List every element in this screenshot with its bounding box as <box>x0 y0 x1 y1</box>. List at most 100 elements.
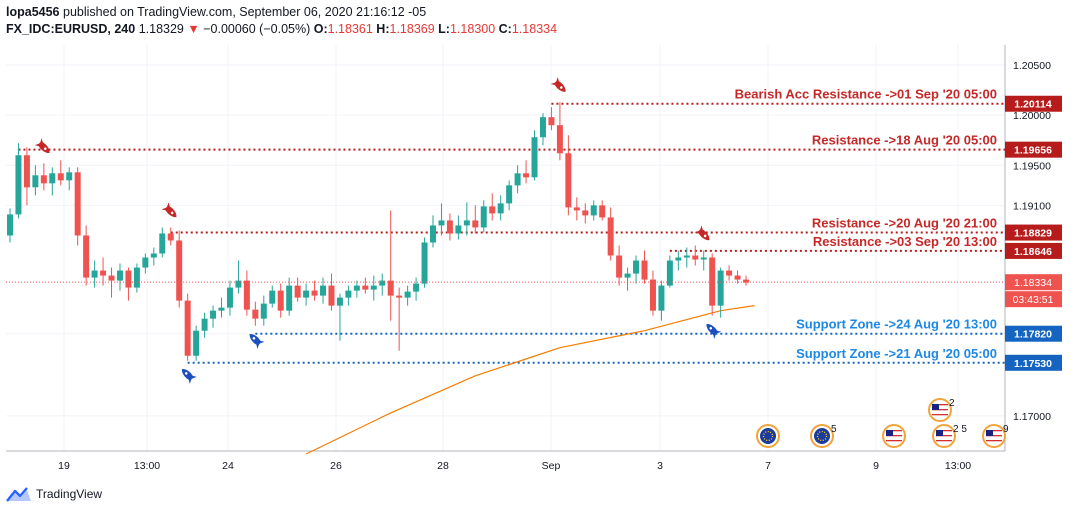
y-tick-label: 1.19500 <box>1013 160 1051 172</box>
candle-body <box>277 290 284 311</box>
candle-body <box>193 330 200 356</box>
candle-body <box>641 260 648 280</box>
candle-body <box>404 291 411 298</box>
tradingview-logo-icon[interactable] <box>6 486 32 502</box>
candle-body <box>438 220 445 226</box>
publisher-name[interactable]: lopa5456 <box>6 5 60 19</box>
x-tick-label: 13:00 <box>945 460 971 472</box>
resistance-price-tag <box>1005 95 1062 112</box>
candle-body <box>100 270 107 276</box>
x-tick-label: 7 <box>765 460 771 472</box>
candle-body <box>590 205 597 216</box>
flag-field <box>814 428 830 444</box>
candle-body <box>624 273 631 278</box>
moving-average-line <box>305 305 755 455</box>
candle-body <box>125 270 132 288</box>
resistance-price-tag-text: 1.18646 <box>1014 246 1052 258</box>
rocket-body <box>38 141 50 153</box>
rocket-body <box>165 205 177 218</box>
candle-body <box>345 290 352 298</box>
support-price-tag-text: 1.17530 <box>1014 358 1052 370</box>
rocket-body <box>706 324 718 336</box>
tradingview-brand[interactable]: TradingView <box>36 487 103 501</box>
flag-stars <box>762 430 774 442</box>
candle-body <box>32 175 39 188</box>
candle-body <box>184 300 191 356</box>
support-level-label: Support Zone ->24 Aug '20 13:00 <box>796 317 997 332</box>
candle-body <box>353 285 360 291</box>
footer: TradingView <box>6 486 102 502</box>
candle-body <box>675 257 682 261</box>
symbol-label[interactable]: FX_IDC:EURUSD, 240 <box>6 22 136 36</box>
us-flag-icon: 2 <box>928 398 955 422</box>
candle-body <box>565 153 572 208</box>
resistance-price-tag-text: 1.18829 <box>1014 228 1052 240</box>
rocket-window <box>170 211 174 215</box>
published-text: published on TradingView.com, September … <box>63 5 427 19</box>
candle-body <box>556 125 563 154</box>
flag-canton <box>986 430 993 436</box>
rocket-body <box>249 334 261 346</box>
change-arrow-icon: ▼ <box>187 22 200 36</box>
event-count-label: 2 5 <box>953 424 967 435</box>
candle-body <box>480 206 487 228</box>
event-count-label: 5 <box>831 424 837 435</box>
low-value: 1.18300 <box>449 22 496 36</box>
rocket-window <box>560 86 563 89</box>
candle-body <box>269 290 276 304</box>
x-tick-label: 28 <box>437 460 449 472</box>
candle-body <box>455 225 462 234</box>
candle-body <box>523 173 530 178</box>
time-axis-labels: 19 13:00 24 26 28 Sep 3 7 9 13:00 <box>58 460 971 472</box>
flag-stars <box>816 430 828 442</box>
flag-stripe <box>936 440 952 442</box>
candle-body <box>159 233 166 254</box>
candlestick-series <box>7 102 750 361</box>
support-price-tag <box>1005 354 1062 371</box>
flag-stripe <box>886 440 902 442</box>
candle-body <box>387 280 394 296</box>
open-value: 1.18361 <box>327 22 373 36</box>
candle-body <box>362 285 369 290</box>
us-flag-icon: 9 <box>982 424 1009 448</box>
y-tick-label: 1.19100 <box>1013 200 1051 212</box>
candle-body <box>15 155 22 215</box>
x-tick-label: 3 <box>657 460 663 472</box>
price-axis-labels: 1.20500 1.20000 1.19500 1.19100 1.17820 1.170… <box>1005 60 1062 423</box>
flag-stripe <box>936 435 952 437</box>
event-count-label: 9 <box>1003 424 1009 435</box>
moving-average-layer <box>305 305 755 455</box>
flag-stripe <box>932 409 948 411</box>
current-price-tag <box>1005 274 1062 291</box>
candle-body <box>252 309 259 319</box>
flag-canton <box>886 430 893 436</box>
candle-body <box>243 280 250 310</box>
flag-stripe <box>986 435 1002 437</box>
event-count-label: 2 <box>949 398 955 409</box>
candle-body <box>548 117 555 126</box>
candle-body <box>201 318 208 331</box>
candle-body <box>514 173 521 186</box>
flag-stripe <box>986 430 1002 432</box>
high-value: 1.18369 <box>389 22 435 36</box>
us-flag-icon <box>882 424 906 448</box>
rocket-window <box>703 234 707 238</box>
candle-body <box>421 242 428 284</box>
rocket-down-icon <box>694 225 710 241</box>
candle-body <box>472 220 479 228</box>
candle-body <box>607 217 614 256</box>
candle-body <box>311 290 318 296</box>
x-tick-label: 24 <box>222 460 234 472</box>
rocket-window <box>184 372 188 375</box>
x-tick-label: 9 <box>873 460 879 472</box>
rocket-body <box>554 80 566 92</box>
candle-body <box>430 225 436 243</box>
candle-body <box>328 285 335 306</box>
y-tick-label: 1.20000 <box>1013 110 1051 122</box>
x-tick-label: 13:00 <box>134 460 160 472</box>
flag-stripe <box>886 430 902 432</box>
candle-body <box>150 253 157 258</box>
candle-body <box>743 279 750 283</box>
last-price: 1.18329 <box>138 22 184 36</box>
